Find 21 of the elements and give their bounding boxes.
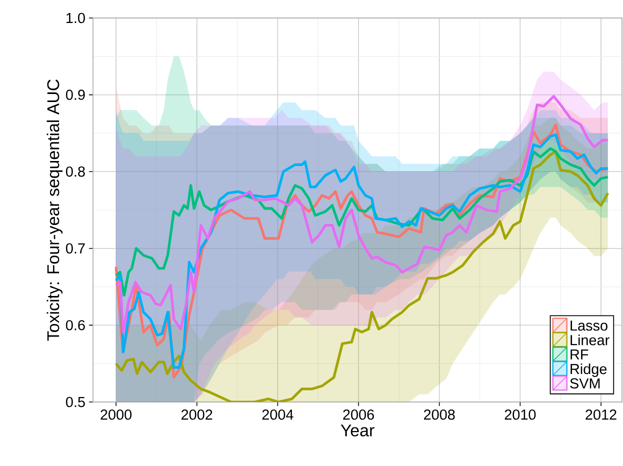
y-axis-title: Toxicity: Four-year sequential AUC <box>46 80 63 341</box>
x-tick-label: 2002 <box>182 410 212 420</box>
y-tick-label: 0.8 <box>66 166 85 177</box>
y-tick-label: 0.5 <box>66 396 85 408</box>
legend-label: RF <box>570 349 588 360</box>
x-tick-label: 2008 <box>424 410 455 420</box>
y-tick-label: 0.9 <box>66 90 85 100</box>
x-tick-label: 2006 <box>343 410 374 420</box>
y-tick-label: 0.6 <box>66 320 85 330</box>
x-axis-title: Year <box>340 424 374 436</box>
x-tick-label: 2000 <box>100 410 132 420</box>
legend-label: Ridge <box>570 364 607 377</box>
x-tick-label: 2012 <box>586 410 616 420</box>
line-series <box>114 95 610 334</box>
legend-label: Linear <box>570 334 610 346</box>
legend-label: Lasso <box>570 320 608 331</box>
x-tick-label: 2004 <box>262 410 294 420</box>
y-tick-label: 0.7 <box>66 243 85 254</box>
legend-label: SVM <box>570 378 600 389</box>
x-tick-label: 2010 <box>504 410 536 420</box>
y-tick-label: 1.0 <box>66 12 85 24</box>
